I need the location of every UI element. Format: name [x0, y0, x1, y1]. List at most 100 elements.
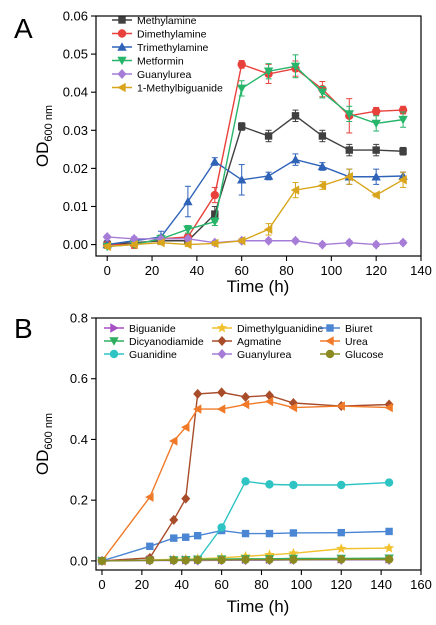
panel-a-legend-label: Methylamine	[137, 15, 197, 27]
panel-b-point-biuret	[337, 528, 345, 537]
panel-b-legend-marker	[217, 336, 227, 346]
panel-a-x-tick-label: 140	[410, 263, 432, 278]
panel-a-point-1-methylbiguanide	[156, 237, 165, 248]
panel-b-point-urea	[264, 396, 274, 407]
panel-b-y-tick-label: 0.0	[70, 553, 88, 568]
panel-a-point-metformin	[398, 115, 408, 125]
panel-a-y-tick-label: 0.01	[63, 199, 88, 214]
panel-a-point-methylamine	[264, 132, 273, 140]
panel-a-point-1-methylbiguanide	[210, 238, 219, 249]
panel-a-legend-entry: Guanylurea	[112, 69, 191, 81]
panel-b-point-urea	[181, 422, 190, 433]
panel-a-legend-marker	[118, 16, 126, 24]
panel-a-line-metformin	[107, 65, 404, 248]
panel-b-legend-marker	[110, 323, 119, 333]
panel-a-point-methylamine	[211, 210, 219, 218]
panel-a-y-tick-label: 0.03	[63, 123, 88, 138]
panel-b-legend-marker	[217, 349, 227, 359]
panel-a-frame	[95, 15, 422, 257]
panel-a-point-methylamine	[291, 112, 300, 120]
panel-a-point-guanylurea	[102, 231, 112, 242]
panel-a-point-guanylurea	[398, 237, 408, 248]
panel-a-point-methylamine	[345, 146, 353, 154]
panel-b-point-guanidine	[265, 480, 274, 489]
panel-b-point-glucose	[384, 555, 394, 564]
panel-a-series-methylamine	[103, 109, 407, 249]
panel-b-point-guanidine	[241, 477, 250, 486]
panel-a-legend-label: 1-Methylbiguanide	[137, 83, 223, 95]
panel-b-point-agmatine	[169, 514, 179, 525]
panel-a-point-1-methylbiguanide	[183, 239, 192, 250]
panel-b-x-tick-label: 120	[330, 577, 352, 592]
panel-a-y-tick-label: 0.06	[63, 9, 88, 24]
panel-a-point-trimethylamine	[263, 171, 274, 180]
panel-b-point-biuret	[170, 534, 178, 542]
panel-a-legend-entry: 1-Methylbiguanide	[112, 83, 223, 95]
panel-b-point-agmatine	[193, 388, 203, 399]
panel-b-point-guanidine	[217, 523, 226, 532]
panel-b-y-axis-label-main: OD	[33, 450, 52, 476]
panel-b-point-glucose	[169, 556, 178, 565]
panel-a-point-trimethylamine	[290, 154, 301, 164]
panel-b-point-glucose	[265, 555, 274, 564]
panel-b-legend-label: Biuret	[345, 323, 373, 335]
panel-b-legend-entry: Biguanide	[104, 323, 176, 335]
panel-a-legend-marker	[117, 82, 126, 93]
panel-b-point-urea	[336, 401, 345, 411]
panel-a-legend-marker	[117, 69, 127, 79]
panel-a-legend-label: Trimethylamine	[137, 42, 209, 54]
panel-b-legend-label: Urea	[345, 336, 368, 348]
panel-a-series-trimethylamine	[102, 153, 408, 249]
panel-b-point-glucose	[217, 555, 226, 565]
panel-a-legend-entry: Dimethylamine	[112, 29, 207, 41]
panel-b-point-glucose	[289, 555, 298, 564]
panel-b-point-glucose	[241, 555, 250, 564]
panel-a-series-guanylurea	[102, 231, 408, 250]
panel-b-legend-label: Glucose	[345, 349, 384, 361]
panel-b-x-tick-label: 80	[254, 577, 268, 592]
panel-b-legend-marker	[325, 349, 335, 359]
panel-b-x-tick-label: 20	[135, 577, 149, 592]
panel-b-point-agmatine	[217, 387, 227, 398]
panel-b-legend-entry: Urea	[320, 336, 368, 348]
panel-a-line-methylamine	[107, 114, 404, 246]
panel-b-legend-marker	[109, 349, 119, 359]
panel-b-legend-marker	[326, 324, 334, 332]
panel-a-x-tick-label: 100	[320, 263, 342, 278]
panel-a-legend-label: Guanylurea	[137, 69, 191, 81]
panel-b-x-tick-label: 100	[291, 577, 313, 592]
panel-b-point-dimethylguanidine	[383, 542, 395, 553]
panel-a-point-guanylurea	[344, 237, 354, 248]
panel-a-point-1-methylbiguanide	[344, 172, 353, 182]
panel-a-point-metformin	[371, 119, 381, 129]
panel-a-legend-marker	[117, 29, 127, 38]
panel-b-point-glucose	[337, 555, 346, 564]
panel-a-point-1-methylbiguanide	[398, 175, 407, 185]
panel-b-legend-entry: Glucose	[320, 349, 384, 361]
panel-b-point-urea	[288, 402, 298, 413]
panel-a-line-1-methylbiguanide	[107, 175, 404, 248]
panel-a-y-axis-label-main: OD	[33, 142, 52, 168]
panel-b-point-guanidine	[289, 480, 298, 490]
panel-b-point-biuret	[182, 533, 190, 541]
panel-a-point-trimethylamine	[236, 175, 247, 184]
panel-b-x-tick-label: 0	[98, 577, 105, 592]
panel-b-point-glucose	[145, 556, 155, 565]
panel-a-x-tick-label: 60	[234, 263, 248, 278]
panel-a-point-1-methylbiguanide	[371, 190, 380, 200]
panel-b-legend-entry: Dimethylguanidine	[212, 322, 324, 335]
panel-a-point-guanylurea	[317, 239, 327, 250]
panel-b-legend-label: Dimethylguanidine	[237, 323, 324, 335]
panel-b-legend-marker	[216, 322, 228, 333]
panel-a-y-tick-label: 0.00	[63, 237, 88, 252]
panel-a-point-1-methylbiguanide	[236, 236, 246, 246]
panel-b-legend-label: Dicyanodiamide	[129, 336, 204, 348]
panel-b-point-dimethylguanidine	[336, 543, 347, 554]
panel-b-point-urea	[216, 404, 226, 414]
panel-a-point-1-methylbiguanide	[129, 239, 138, 250]
panel-b-point-biuret	[265, 529, 274, 538]
panel-b-point-urea	[169, 436, 178, 446]
panel-a-point-1-methylbiguanide	[290, 185, 300, 195]
panel-b-y-tick-label: 0.4	[70, 432, 88, 447]
panel-a-point-guanylurea	[264, 235, 274, 246]
